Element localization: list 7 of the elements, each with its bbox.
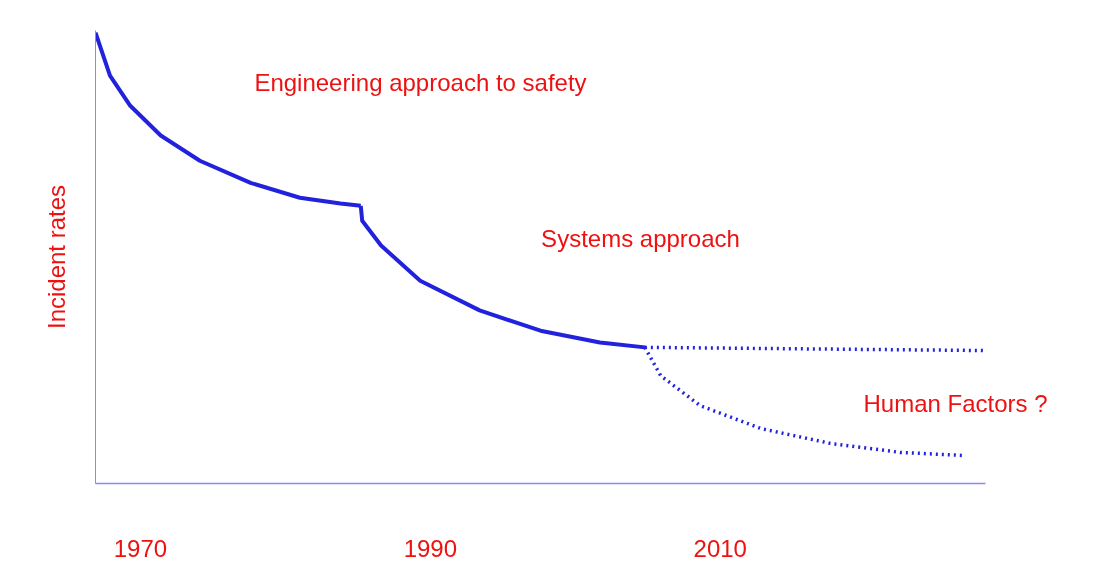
x-tick-label: 1970: [113, 534, 168, 562]
x-tick-label: 2010: [693, 534, 747, 562]
annotation: Engineering approach to safety: [254, 69, 587, 96]
annotation: Human Factors ?: [863, 390, 1048, 417]
y-axis-title: Incident rates: [42, 184, 70, 330]
annotation: Systems approach: [541, 225, 740, 252]
x-tick-label: 1990: [403, 534, 458, 562]
